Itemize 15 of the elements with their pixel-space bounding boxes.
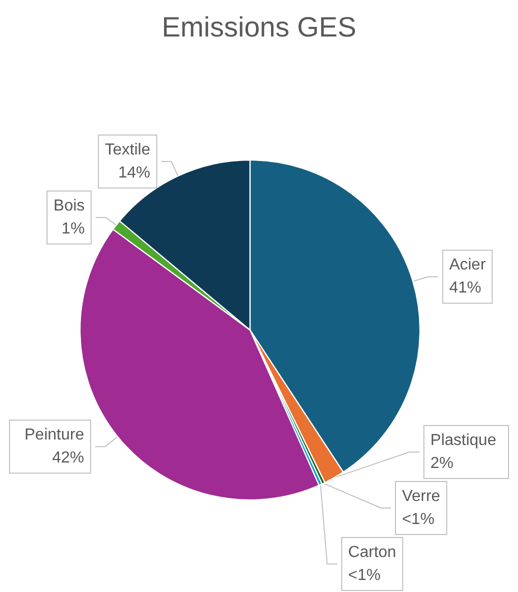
slice-label: Peinture xyxy=(24,426,84,444)
slice-label: Verre xyxy=(402,488,440,505)
data-label: 41% xyxy=(449,280,482,297)
slice-label: Carton xyxy=(348,544,396,561)
slice-label: Acier xyxy=(449,256,486,274)
data-label: 2% xyxy=(430,455,454,472)
data-label: 14% xyxy=(118,164,150,182)
slice-label: Bois xyxy=(54,197,85,214)
chart-title: Emissions GES xyxy=(162,12,356,42)
slice-label: Plastique xyxy=(430,432,496,449)
slice-label: Textile xyxy=(104,141,150,158)
data-label: <1% xyxy=(402,511,434,528)
data-label: 42% xyxy=(52,450,84,467)
data-label: 1% xyxy=(62,220,85,238)
data-label: <1% xyxy=(348,567,381,584)
